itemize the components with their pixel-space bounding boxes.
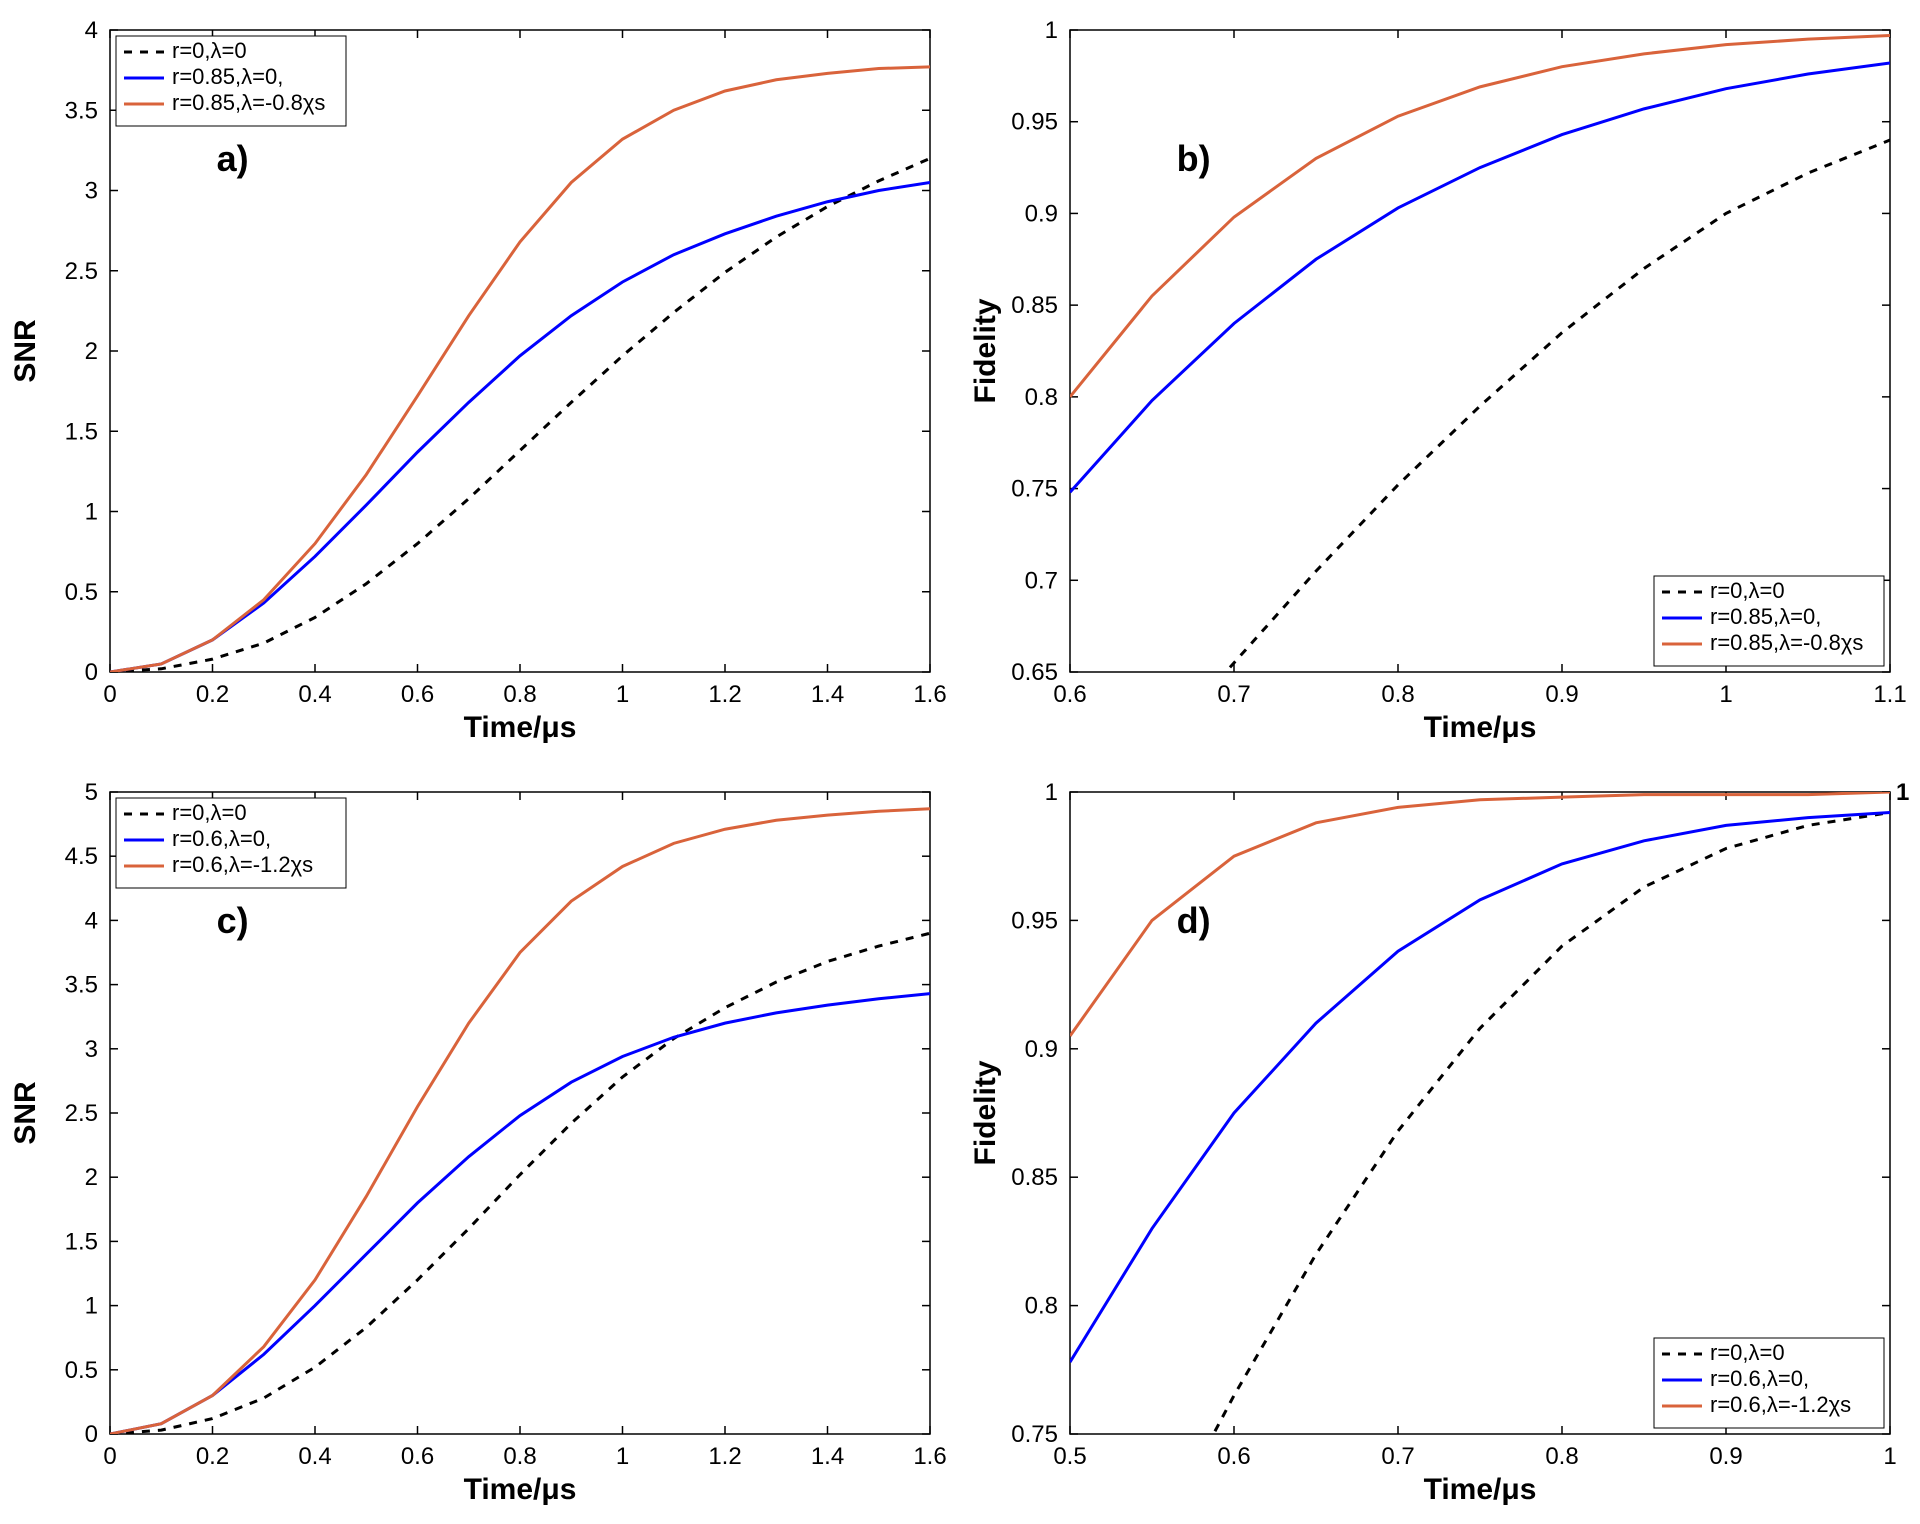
svg-text:0.65: 0.65: [1011, 659, 1058, 686]
svg-text:1.6: 1.6: [913, 681, 946, 708]
panel-d: 0.5 0.6 0.7 0.8 0.9 1 0.75 0.8 0.85 0.9 0.95 1 1 Time…: [960, 762, 1920, 1524]
svg-text:1: 1: [1883, 1443, 1896, 1470]
svg-text:r=0.85,λ=-0.8χs: r=0.85,λ=-0.8χs: [172, 90, 325, 115]
svg-text:r=0,λ=0: r=0,λ=0: [172, 800, 247, 825]
svg-text:Time/μs: Time/μs: [1424, 1473, 1537, 1506]
svg-text:1: 1: [85, 499, 98, 526]
svg-text:2.5: 2.5: [65, 1100, 98, 1127]
svg-text:2.5: 2.5: [65, 258, 98, 285]
svg-text:r=0.85,λ=0,: r=0.85,λ=0,: [172, 64, 283, 89]
svg-text:0.7: 0.7: [1025, 567, 1058, 594]
svg-text:0.7: 0.7: [1217, 681, 1250, 708]
svg-text:r=0.85,λ=0,: r=0.85,λ=0,: [1710, 604, 1821, 629]
svg-text:1.2: 1.2: [708, 1443, 741, 1470]
svg-text:1: 1: [1045, 779, 1058, 806]
svg-text:0.6: 0.6: [1217, 1443, 1250, 1470]
svg-text:3: 3: [85, 1036, 98, 1063]
svg-text:0.2: 0.2: [196, 1443, 229, 1470]
svg-text:0.95: 0.95: [1011, 907, 1058, 934]
svg-text:0.8: 0.8: [1381, 681, 1414, 708]
svg-text:3.5: 3.5: [65, 972, 98, 999]
svg-text:SNR: SNR: [9, 1081, 42, 1145]
svg-text:Fidelity: Fidelity: [969, 1060, 1002, 1165]
svg-text:0.8: 0.8: [1025, 384, 1058, 411]
svg-text:0: 0: [85, 659, 98, 686]
svg-text:1: 1: [85, 1293, 98, 1320]
svg-text:1.5: 1.5: [65, 1228, 98, 1255]
svg-text:0.75: 0.75: [1011, 476, 1058, 503]
svg-text:0.95: 0.95: [1011, 109, 1058, 136]
svg-text:0.9: 0.9: [1545, 681, 1578, 708]
svg-text:Time/μs: Time/μs: [464, 711, 577, 744]
svg-text:0.6: 0.6: [401, 1443, 434, 1470]
svg-text:0: 0: [103, 681, 116, 708]
svg-text:0.9: 0.9: [1025, 1036, 1058, 1063]
svg-text:r=0,λ=0: r=0,λ=0: [1710, 1340, 1785, 1365]
svg-text:0.85: 0.85: [1011, 292, 1058, 319]
svg-text:1: 1: [616, 681, 629, 708]
svg-text:0.8: 0.8: [503, 681, 536, 708]
svg-text:0.5: 0.5: [65, 1357, 98, 1384]
svg-text:r=0,λ=0: r=0,λ=0: [1710, 578, 1785, 603]
svg-text:1: 1: [1896, 779, 1909, 806]
svg-text:r=0.6,λ=0,: r=0.6,λ=0,: [172, 826, 271, 851]
svg-text:0.5: 0.5: [1053, 1443, 1086, 1470]
svg-text:1.5: 1.5: [65, 418, 98, 445]
panel-b: 0.6 0.7 0.8 0.9 1 1.1 0.65 0.7 0.75 0.8 0.85 0.9 0.9…: [960, 0, 1920, 762]
svg-text:d): d): [1177, 900, 1211, 941]
svg-text:0.4: 0.4: [298, 681, 331, 708]
svg-text:1: 1: [616, 1443, 629, 1470]
svg-text:r=0.6,λ=-1.2χs: r=0.6,λ=-1.2χs: [172, 852, 313, 877]
svg-text:0.7: 0.7: [1381, 1443, 1414, 1470]
svg-text:1.4: 1.4: [811, 681, 844, 708]
svg-text:0: 0: [85, 1421, 98, 1448]
svg-text:0.8: 0.8: [1545, 1443, 1578, 1470]
svg-text:0.9: 0.9: [1025, 200, 1058, 227]
svg-text:0.6: 0.6: [1053, 681, 1086, 708]
svg-text:r=0.6,λ=0,: r=0.6,λ=0,: [1710, 1366, 1809, 1391]
svg-text:0.9: 0.9: [1709, 1443, 1742, 1470]
svg-text:5: 5: [85, 779, 98, 806]
svg-text:4: 4: [85, 907, 98, 934]
svg-text:4.5: 4.5: [65, 843, 98, 870]
svg-text:r=0.6,λ=-1.2χs: r=0.6,λ=-1.2χs: [1710, 1392, 1851, 1417]
svg-text:0.5: 0.5: [65, 579, 98, 606]
svg-text:1.6: 1.6: [913, 1443, 946, 1470]
svg-text:c): c): [217, 900, 249, 941]
svg-text:r=0,λ=0: r=0,λ=0: [172, 38, 247, 63]
svg-text:1: 1: [1719, 681, 1732, 708]
svg-text:1.1: 1.1: [1873, 681, 1906, 708]
svg-text:0: 0: [103, 1443, 116, 1470]
chart-grid: 0 0.2 0.4 0.6 0.8 1 1.2 1.4 1.6 0 0.5 1 1.5 2 2.5 3 3.5 4…: [0, 0, 1920, 1524]
svg-text:Time/μs: Time/μs: [464, 1473, 577, 1506]
panel-a: 0 0.2 0.4 0.6 0.8 1 1.2 1.4 1.6 0 0.5 1 1.5 2 2.5 3 3.5 4…: [0, 0, 960, 762]
svg-text:Fidelity: Fidelity: [969, 298, 1002, 403]
svg-text:Time/μs: Time/μs: [1424, 711, 1537, 744]
svg-text:0.75: 0.75: [1011, 1421, 1058, 1448]
svg-text:0.8: 0.8: [503, 1443, 536, 1470]
svg-text:b): b): [1177, 138, 1211, 179]
svg-text:0.2: 0.2: [196, 681, 229, 708]
svg-text:0.85: 0.85: [1011, 1164, 1058, 1191]
svg-text:r=0.85,λ=-0.8χs: r=0.85,λ=-0.8χs: [1710, 630, 1863, 655]
svg-text:1.4: 1.4: [811, 1443, 844, 1470]
svg-text:2: 2: [85, 338, 98, 365]
svg-text:1: 1: [1045, 17, 1058, 44]
svg-text:0.6: 0.6: [401, 681, 434, 708]
panel-c: 0 0.2 0.4 0.6 0.8 1 1.2 1.4 1.6 0 0.5 1 1.5 2 2.5 3 3.5 4…: [0, 762, 960, 1524]
svg-text:2: 2: [85, 1164, 98, 1191]
svg-text:4: 4: [85, 17, 98, 44]
svg-text:3: 3: [85, 178, 98, 205]
svg-text:3.5: 3.5: [65, 97, 98, 124]
svg-text:0.4: 0.4: [298, 1443, 331, 1470]
svg-text:a): a): [217, 138, 249, 179]
svg-text:SNR: SNR: [9, 319, 42, 383]
svg-text:0.8: 0.8: [1025, 1293, 1058, 1320]
svg-text:1.2: 1.2: [708, 681, 741, 708]
